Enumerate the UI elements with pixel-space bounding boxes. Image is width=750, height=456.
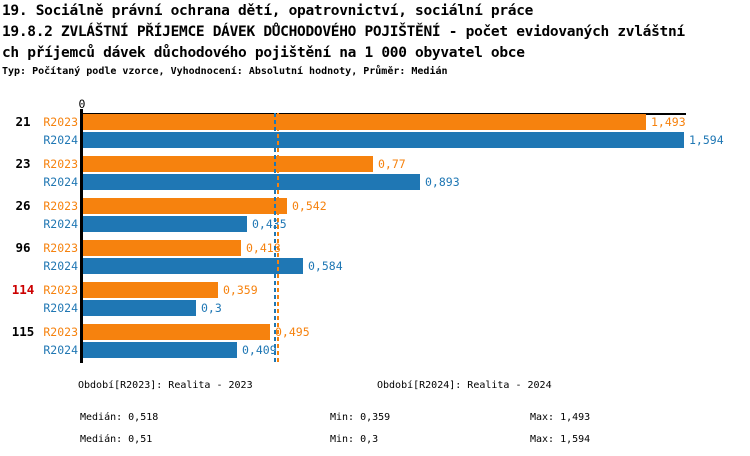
series-label-r2023: R2023 (43, 199, 78, 213)
stat-min-r2024: Min: 0,3 (330, 434, 379, 445)
stat-min-r2023: Min: 0,359 (330, 412, 391, 423)
bar-value-label: 0,418 (246, 241, 281, 255)
legend-r2023: Období[R2023]: Realita - 2023 (78, 380, 253, 391)
bar-value-label: 0,495 (275, 325, 310, 339)
bar-r2024 (83, 300, 196, 316)
bar-r2024 (83, 132, 684, 148)
series-label-r2024: R2024 (43, 133, 78, 147)
stat-median-r2023: Medián: 0,518 (80, 412, 159, 423)
bar-value-label: 1,594 (689, 133, 724, 147)
bar-value-label: 0,542 (292, 199, 327, 213)
median-line-r2024 (274, 113, 276, 363)
bar-value-label: 0,359 (223, 283, 258, 297)
chart-title-line-2: ch příjemců dávek důchodového pojištění … (2, 45, 525, 61)
category-label: 23 (15, 156, 31, 171)
series-label-r2023: R2023 (43, 283, 78, 297)
x-axis-zero-label: 0 (78, 97, 86, 111)
stat-max-r2023: Max: 1,493 (530, 412, 591, 423)
legend-r2024: Období[R2024]: Realita - 2024 (377, 380, 552, 391)
bar-r2023 (83, 282, 218, 298)
series-label-r2024: R2024 (43, 343, 78, 357)
bar-r2023 (83, 240, 241, 256)
series-label-r2024: R2024 (43, 301, 78, 315)
bar-r2024 (83, 342, 237, 358)
bar-value-label: 0,77 (378, 157, 406, 171)
bar-value-label: 0,435 (252, 217, 287, 231)
chart-title-line-1: 19.8.2 ZVLÁŠTNÍ PŘÍJEMCE DÁVEK DŮCHODOVÉ… (2, 24, 685, 40)
bar-r2024 (83, 258, 303, 274)
series-label-r2024: R2024 (43, 259, 78, 273)
series-label-r2023: R2023 (43, 157, 78, 171)
bar-r2024 (83, 174, 420, 190)
median-line-r2023 (277, 113, 279, 363)
chart-meta-line: Typ: Počítaný podle vzorce, Vyhodnocení:… (2, 66, 448, 77)
stat-median-r2024: Medián: 0,51 (80, 434, 153, 445)
y-axis-line (80, 109, 83, 363)
bar-value-label: 0,409 (242, 343, 277, 357)
category-label: 26 (15, 198, 31, 213)
stat-max-r2024: Max: 1,594 (530, 434, 591, 445)
bar-r2023 (83, 198, 287, 214)
series-label-r2023: R2023 (43, 115, 78, 129)
chart-area: 0 21 R2023 1,493 R2024 1,594 23 R2023 0,77 R2024… (0, 97, 750, 368)
series-label-r2023: R2023 (43, 325, 78, 339)
bar-value-label: 1,493 (651, 115, 686, 129)
series-label-r2023: R2023 (43, 241, 78, 255)
bar-value-label: 0,3 (201, 301, 222, 315)
bar-r2024 (83, 216, 247, 232)
bar-r2023 (83, 114, 646, 130)
series-label-r2024: R2024 (43, 217, 78, 231)
category-label: 96 (15, 240, 31, 255)
series-label-r2024: R2024 (43, 175, 78, 189)
bar-value-label: 0,893 (425, 175, 460, 189)
report-section-title: 19. Sociálně právní ochrana dětí, opatro… (2, 3, 534, 19)
bar-r2023 (83, 156, 373, 172)
category-label: 114 (11, 282, 35, 297)
category-label: 21 (15, 114, 31, 129)
bar-value-label: 0,584 (308, 259, 343, 273)
category-label: 115 (11, 324, 35, 339)
bar-r2023 (83, 324, 270, 340)
